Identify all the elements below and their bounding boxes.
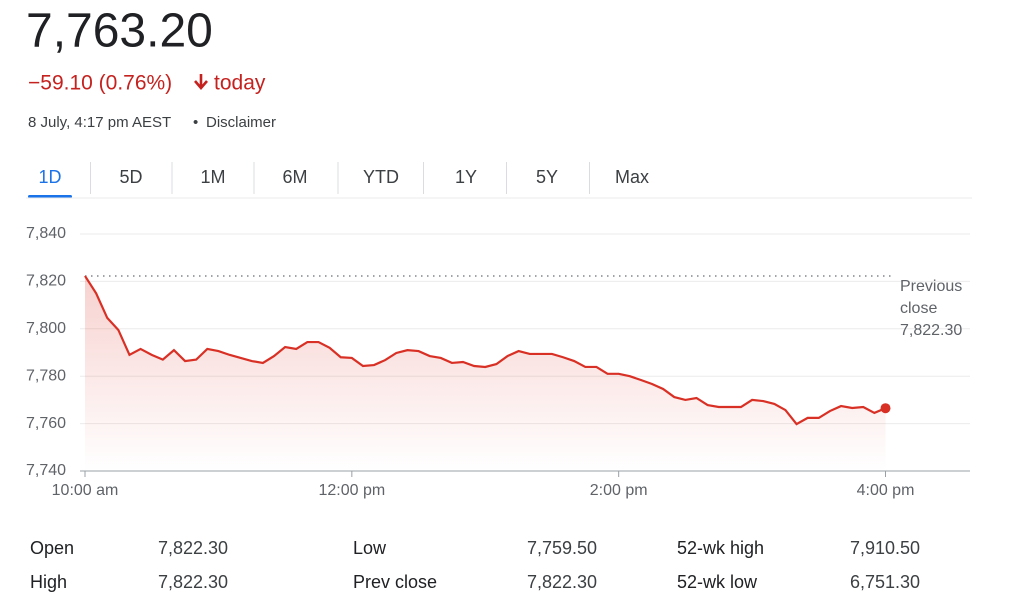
stats-table: Open 7,822.30 Low 7,759.50 52-wk high 7,910.5… <box>30 538 920 592</box>
stat-label: Open <box>30 538 74 558</box>
area-fill <box>85 275 886 471</box>
stat-label: High <box>30 572 67 592</box>
range-tab[interactable]: 1Y <box>455 167 477 187</box>
stat-value: 7,822.30 <box>527 572 597 592</box>
range-tabs: 1D 5D 1M 6M YTD 1Y 5Y Max <box>26 162 972 199</box>
range-tab[interactable]: 5D <box>119 167 142 187</box>
y-tick-label: 7,760 <box>26 415 66 432</box>
y-tick-label: 7,780 <box>26 367 66 384</box>
stat-value: 7,910.50 <box>850 538 920 558</box>
stat-value: 7,759.50 <box>527 538 597 558</box>
range-tab[interactable]: 6M <box>282 167 307 187</box>
stat-value: 7,822.30 <box>158 538 228 558</box>
down-arrow <box>194 74 208 90</box>
timestamp: 8 July, 4:17 pm AEST <box>28 114 171 131</box>
y-tick-label: 7,740 <box>26 462 66 479</box>
previous-close-annotation: Previous close 7,822.30 <box>900 276 980 342</box>
x-tick-label: 2:00 pm <box>590 482 648 499</box>
separator: • <box>193 114 198 131</box>
stat-label: Low <box>353 538 387 558</box>
previous-close-text: Previous close <box>900 278 963 317</box>
y-tick-label: 7,840 <box>26 225 66 242</box>
y-tick-label: 7,820 <box>26 273 66 290</box>
range-tab[interactable]: YTD <box>363 167 399 187</box>
x-tick-label: 12:00 pm <box>318 482 385 499</box>
stat-value: 6,751.30 <box>850 572 920 592</box>
range-tab[interactable]: Max <box>615 167 649 187</box>
range-tab[interactable]: 1D <box>38 167 61 187</box>
x-tick-label: 10:00 am <box>52 482 119 499</box>
y-tick-label: 7,800 <box>26 320 66 337</box>
range-tab[interactable]: 5Y <box>536 167 558 187</box>
range-tab[interactable]: 1M <box>200 167 225 187</box>
disclaimer-link[interactable]: Disclaimer <box>206 114 276 131</box>
x-tick-label: 4:00 pm <box>857 482 915 499</box>
stat-label: 52-wk high <box>677 538 764 558</box>
stat-label: 52-wk low <box>677 572 758 592</box>
change-suffix: today <box>214 72 266 95</box>
stat-label: Prev close <box>353 572 437 592</box>
previous-close-value: 7,822.30 <box>900 322 963 339</box>
price: 7,763.20 <box>26 5 213 58</box>
active-tab-underline <box>28 195 72 198</box>
change: −59.10 (0.76%) <box>28 72 172 95</box>
price-line <box>84 275 886 426</box>
last-point <box>880 403 891 414</box>
chart: 7,740 7,760 7,780 7,800 7,820 7,840 10:00 am 12… <box>26 225 970 499</box>
stat-value: 7,822.30 <box>158 572 228 592</box>
